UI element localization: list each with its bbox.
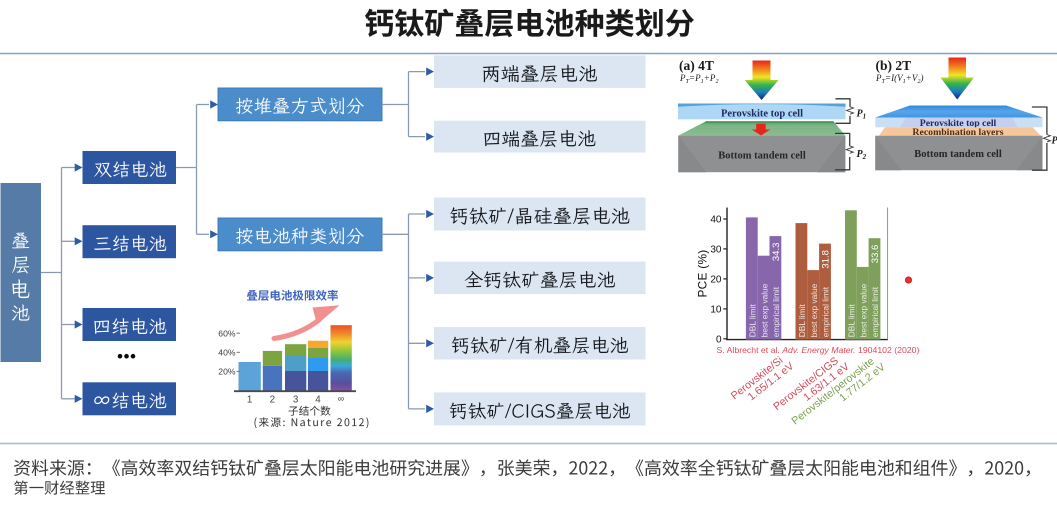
svg-text:(a) 4T: (a) 4T (679, 58, 714, 73)
svg-text:Perovskite top cell: Perovskite top cell (920, 118, 997, 129)
svg-text:empirical limit: empirical limit (771, 286, 781, 337)
svg-text:best exp value: best exp value (858, 283, 868, 337)
svg-text:33.6: 33.6 (870, 245, 881, 264)
svg-text:PCE (%): PCE (%) (696, 250, 710, 298)
svg-text:1: 1 (247, 395, 252, 406)
svg-text:20%: 20% (218, 367, 236, 377)
svg-text:DBL limit: DBL limit (847, 304, 857, 338)
svg-text:Recombination layers: Recombination layers (912, 127, 1003, 138)
svg-text:31.8: 31.8 (820, 250, 831, 269)
svg-text:3: 3 (293, 395, 299, 406)
svg-text:best exp value: best exp value (809, 283, 819, 337)
svg-text:PT=I(V1+V2): PT=I(V1+V2) (875, 73, 923, 85)
svg-text:34.3: 34.3 (771, 243, 782, 262)
svg-text:P1: P1 (857, 109, 867, 121)
svg-text:Perovskite top cell: Perovskite top cell (721, 108, 803, 119)
svg-text:10: 10 (710, 305, 722, 316)
svg-text:best exp value: best exp value (759, 283, 769, 337)
svg-text:empirical limit: empirical limit (821, 286, 831, 337)
svg-text:20: 20 (710, 275, 722, 286)
svg-text:4: 4 (315, 395, 321, 406)
svg-text:Bottom tandem cell: Bottom tandem cell (718, 151, 806, 162)
svg-text:P: P (1052, 136, 1057, 147)
svg-text:∞: ∞ (338, 394, 344, 404)
svg-text:S. Albrecht et al. Adv. Energy: S. Albrecht et al. Adv. Energy Mater. 19… (717, 345, 920, 355)
svg-text:(b) 2T: (b) 2T (876, 58, 912, 73)
svg-text:0: 0 (716, 334, 722, 345)
svg-text:40: 40 (710, 215, 722, 226)
svg-text:P2: P2 (857, 149, 867, 161)
svg-text:DBL limit: DBL limit (748, 304, 758, 338)
svg-text:empirical limit: empirical limit (870, 286, 880, 337)
svg-text:2: 2 (270, 395, 275, 406)
svg-text:PT=P1+P2: PT=P1+P2 (679, 73, 719, 85)
svg-text:30: 30 (710, 245, 722, 256)
svg-text:Bottom tandem cell: Bottom tandem cell (914, 149, 1002, 160)
svg-text:DBL limit: DBL limit (797, 304, 807, 338)
svg-text:40%: 40% (218, 348, 236, 358)
svg-text:60%: 60% (218, 328, 236, 338)
